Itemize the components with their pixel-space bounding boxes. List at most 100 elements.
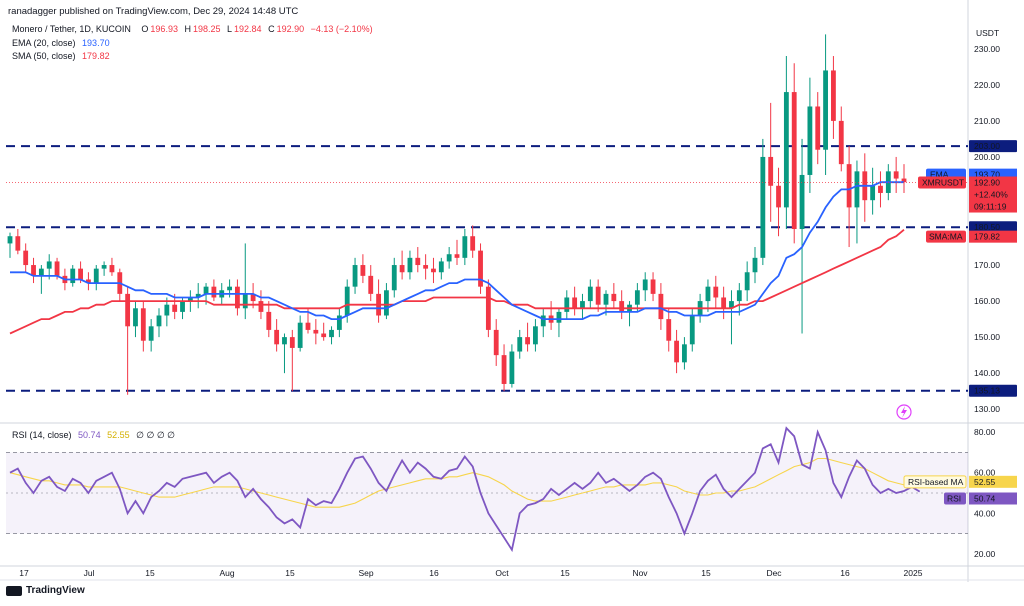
candle-body (187, 297, 193, 302)
candle-body (78, 268, 83, 280)
candle-body (533, 326, 538, 345)
candle-body (650, 279, 656, 294)
level-tag-label: 180.50 (974, 222, 1000, 232)
rsi-ma-legend-value: 52.55 (107, 430, 130, 440)
level-tag-bg (969, 221, 1017, 234)
time-tick-label: 15 (145, 568, 155, 578)
candle-body (125, 293, 131, 327)
candle-body (587, 286, 593, 302)
time-tick-label: Nov (632, 568, 648, 578)
candle-body (203, 286, 209, 294)
candle-body (156, 315, 162, 327)
candle-body (109, 265, 115, 273)
low-value: 192.84 (234, 24, 262, 34)
price-tick-label: 130.00 (974, 404, 1000, 414)
tradingview-logo-icon (6, 585, 22, 596)
time-tick-label: 16 (840, 568, 850, 578)
time-tick-label: Dec (766, 568, 782, 578)
candle-body (823, 70, 828, 150)
close-label: C (268, 24, 275, 34)
ema-legend: EMA (20, close) 193.70 (12, 38, 110, 48)
candle-body (86, 279, 91, 284)
candle-body (31, 265, 36, 276)
ema-legend-value: 193.70 (82, 38, 110, 48)
candle-body (744, 272, 750, 291)
candle-body (454, 254, 460, 258)
candle-body (729, 301, 734, 309)
candle-body (807, 106, 813, 175)
candle-body (195, 293, 201, 298)
ema20-line (10, 181, 904, 321)
candle-body (438, 261, 444, 273)
last-price-change: +12.40% (974, 190, 1008, 200)
candle-body (838, 120, 844, 165)
candle-body (682, 344, 687, 363)
sma-value-label: 179.82 (974, 232, 1000, 242)
change-value: −4.13 (−2.10%) (310, 24, 373, 34)
time-tick-label: 16 (429, 568, 439, 578)
open-value: 196.93 (150, 24, 178, 34)
candle-body (878, 185, 883, 193)
candle-body (46, 261, 52, 269)
candle-body (689, 315, 695, 345)
candle-body (666, 319, 672, 341)
candle-body (7, 236, 13, 244)
candle-body (164, 304, 170, 316)
candle-body (854, 171, 860, 208)
publisher-line: ranadagger published on TradingView.com,… (8, 6, 299, 17)
candle-body (172, 304, 178, 312)
time-tick-label: Aug (219, 568, 234, 578)
rsi-ma-value-label: 52.55 (974, 477, 996, 487)
time-tick-label: Oct (495, 568, 509, 578)
candle-body (235, 286, 240, 309)
candle-body (101, 265, 107, 269)
price-tick-label: 170.00 (974, 260, 1000, 270)
lightning-icon (896, 404, 912, 420)
rsi-ma-tag-label: RSI-based MA (908, 477, 964, 487)
candle-body (595, 286, 601, 305)
candle-body (211, 286, 217, 298)
candle-body (634, 290, 640, 305)
candle-body (713, 286, 719, 298)
price-tick-label: 230.00 (974, 44, 1000, 54)
candle-body (658, 293, 664, 320)
candle-body (791, 92, 797, 230)
price-tick-label: 220.00 (974, 80, 1000, 90)
candle-body (478, 250, 483, 287)
candle-body (360, 265, 366, 276)
candle-body (289, 337, 295, 348)
candle-body (423, 265, 429, 269)
candle-body (572, 297, 578, 309)
rsi-legend: RSI (14, close) 50.74 52.55 ∅ ∅ ∅ ∅ (12, 430, 175, 441)
rsi-legend-nulls: ∅ ∅ ∅ ∅ (136, 430, 176, 440)
candle-body (180, 301, 185, 312)
candle-body (752, 257, 758, 273)
rsi-tag-bg (944, 492, 966, 505)
bar-countdown: 09:11:19 (974, 202, 1007, 212)
candle-body (399, 265, 405, 273)
candle-body (140, 308, 146, 341)
time-tick-label: Sep (358, 568, 373, 578)
candle-body (525, 337, 530, 345)
candle-body (446, 254, 452, 262)
time-tick-label: Jul (84, 568, 95, 578)
candle-body (368, 275, 374, 294)
time-tick-label: 15 (701, 568, 711, 578)
level-tag-label: 135.13 (974, 386, 1000, 396)
time-tick-label: 15 (285, 568, 295, 578)
candle-body (415, 257, 421, 266)
candle-body (336, 315, 342, 330)
sma-legend-label: SMA (50, close) (12, 51, 76, 61)
high-value: 198.25 (192, 24, 221, 34)
candle-body (509, 351, 515, 384)
candle-body (783, 92, 789, 208)
candle-body (674, 340, 679, 363)
time-tick-label: 2025 (904, 568, 923, 578)
symbol-label: Monero / Tether, 1D, KUCOIN (12, 24, 131, 34)
candle-body (603, 293, 609, 305)
candle-body (407, 257, 413, 273)
candle-body (893, 171, 899, 179)
footer-brand: TradingView (6, 585, 85, 596)
rsi-legend-value: 50.74 (78, 430, 101, 440)
